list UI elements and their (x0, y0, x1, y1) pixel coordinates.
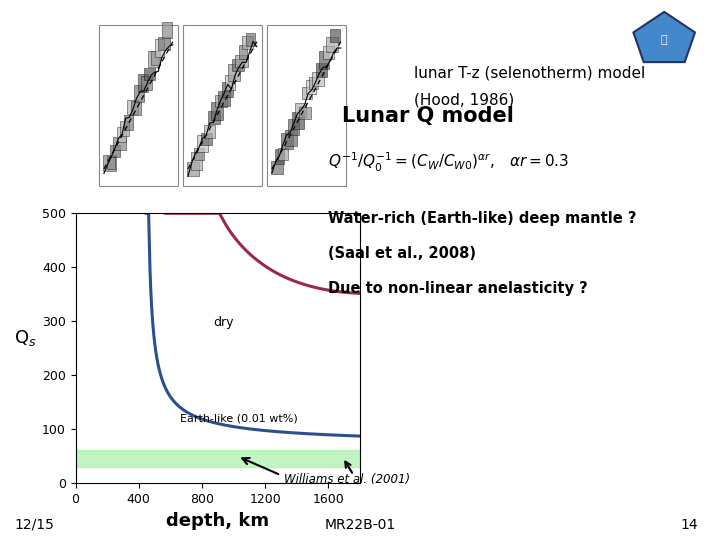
Bar (124, 114, 133, 130)
Bar (242, 36, 253, 50)
Bar (99, 25, 178, 186)
Bar (282, 133, 293, 149)
Bar (215, 94, 227, 107)
Text: Due to non-linear anelasticity ?: Due to non-linear anelasticity ? (328, 281, 588, 296)
Text: MR22B-01: MR22B-01 (325, 518, 395, 532)
Text: lunar T-z (selenotherm) model: lunar T-z (selenotherm) model (414, 65, 645, 80)
Bar (204, 125, 215, 138)
Bar (246, 33, 255, 46)
Bar (288, 119, 299, 135)
Bar (316, 64, 327, 77)
Bar (211, 102, 223, 120)
Bar (228, 64, 240, 82)
Bar (191, 152, 202, 170)
Bar (107, 156, 115, 169)
X-axis label: depth, km: depth, km (166, 511, 269, 530)
Text: 14: 14 (681, 518, 698, 532)
Y-axis label: Q$_s$: Q$_s$ (14, 328, 37, 348)
Bar (222, 82, 233, 97)
Text: dry: dry (213, 315, 233, 329)
Bar (110, 145, 120, 157)
Bar (312, 72, 325, 85)
Bar (158, 37, 170, 50)
Bar (201, 132, 212, 145)
Bar (194, 148, 204, 160)
Bar (183, 25, 262, 186)
Bar (76, 450, 360, 467)
Text: Earth-like (0.01 wt%): Earth-like (0.01 wt%) (180, 413, 297, 423)
Bar (271, 161, 283, 174)
Bar (302, 86, 312, 99)
Bar (267, 25, 346, 186)
Bar (326, 37, 338, 51)
Bar (130, 102, 141, 115)
Bar (225, 75, 235, 90)
Bar (285, 130, 297, 146)
Bar (319, 51, 329, 69)
Text: ⛪: ⛪ (661, 36, 667, 45)
Bar (278, 148, 288, 160)
Bar (218, 91, 230, 106)
Bar (138, 74, 148, 92)
Bar (330, 29, 341, 42)
Polygon shape (634, 12, 695, 62)
Bar (197, 135, 208, 152)
Bar (148, 51, 159, 66)
Text: (Saal et al., 2008): (Saal et al., 2008) (328, 246, 476, 261)
Bar (127, 100, 138, 114)
Bar (155, 39, 164, 57)
Bar (187, 161, 199, 176)
Bar (141, 76, 153, 90)
Bar (295, 103, 306, 117)
Bar (309, 77, 318, 89)
Text: Water-rich (Earth-like) deep mantle ?: Water-rich (Earth-like) deep mantle ? (328, 211, 636, 226)
Bar (208, 111, 220, 124)
Bar (161, 22, 172, 38)
Text: Williams et al. (2001): Williams et al. (2001) (284, 473, 410, 486)
Bar (120, 120, 130, 136)
Bar (134, 85, 144, 102)
Bar (274, 148, 284, 164)
Bar (151, 51, 160, 65)
Bar (323, 46, 334, 58)
Bar (235, 56, 248, 68)
Text: (Hood, 1986): (Hood, 1986) (414, 92, 514, 107)
Text: 12/15: 12/15 (14, 518, 54, 532)
Bar (114, 137, 125, 150)
Bar (117, 127, 126, 143)
Bar (232, 59, 244, 71)
Bar (292, 112, 304, 129)
Bar (299, 107, 311, 119)
Bar (145, 69, 155, 80)
Bar (239, 44, 248, 59)
Bar (305, 80, 316, 94)
Bar (103, 155, 116, 171)
Text: $Q^{-1}/Q_0^{-1} = (C_W/C_{W0})^{\alpha r}$,   $\alpha r = 0.3$: $Q^{-1}/Q_0^{-1} = (C_W/C_{W0})^{\alpha … (328, 151, 569, 173)
Text: Lunar Q model: Lunar Q model (342, 106, 514, 126)
